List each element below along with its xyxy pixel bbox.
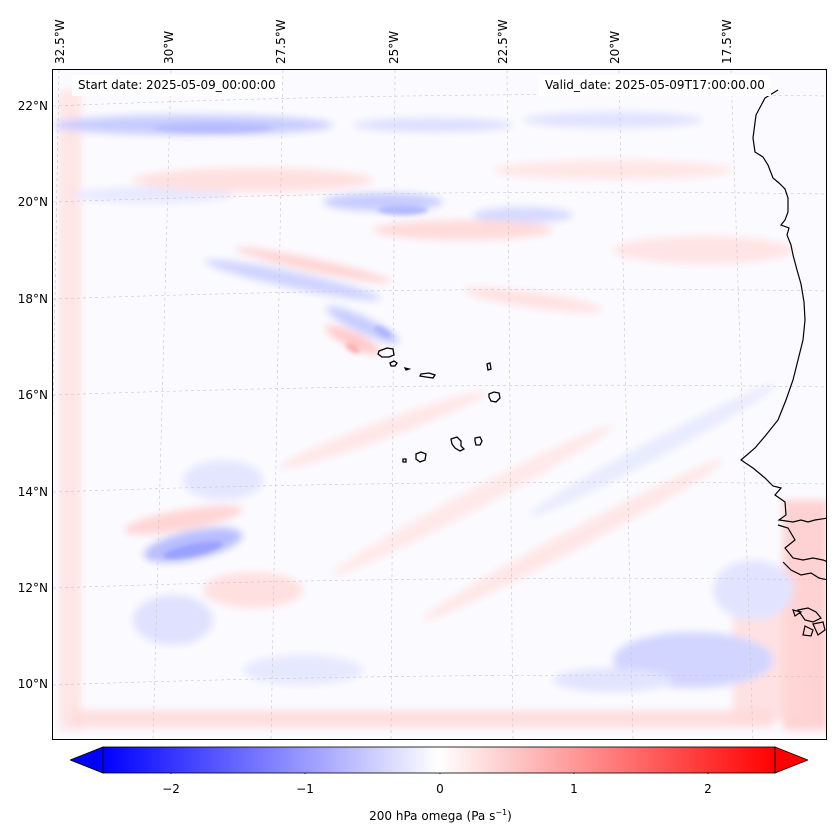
colorbar-tick: 1: [570, 782, 578, 796]
colorbar-tick: −2: [162, 782, 180, 796]
omega-streaks: [153, 123, 428, 559]
colorbar: [70, 746, 808, 774]
lon-label: 30°W: [162, 30, 176, 64]
colorbar-tick: 2: [704, 782, 712, 796]
colorbar-gradient: [102, 746, 776, 774]
lat-label: 22°N: [17, 99, 48, 113]
start-date-label: Start date: 2025-05-09_00:00:00: [72, 75, 282, 96]
lon-label: 20°W: [608, 30, 622, 64]
map-panel[interactable]: [52, 69, 827, 740]
colorbar-tick: 0: [436, 782, 444, 796]
lon-label: 17.5°W: [720, 19, 734, 64]
colorbar-tick: −1: [296, 782, 314, 796]
lat-label: 10°N: [17, 677, 48, 691]
lon-label: 32.5°W: [53, 19, 67, 64]
lat-label: 12°N: [17, 581, 48, 595]
colorbar-min-extend: [70, 746, 104, 774]
valid-date-label: Valid_date: 2025-05-09T17:00:00.00: [539, 75, 771, 96]
cape-verde-islands: [377, 347, 501, 463]
colorbar-max-extend: [774, 746, 808, 774]
lat-label: 18°N: [17, 292, 48, 306]
lon-label: 22.5°W: [496, 19, 510, 64]
lat-label: 20°N: [17, 195, 48, 209]
graticule: [53, 70, 826, 739]
african-coastline: [740, 89, 826, 637]
colorbar-label: 200 hPa omega (Pa s−1): [369, 808, 512, 823]
lat-label: 14°N: [17, 485, 48, 499]
lon-label: 25°W: [387, 30, 401, 64]
lon-label: 27.5°W: [274, 19, 288, 64]
omega-field-map: [53, 70, 826, 739]
lat-label: 16°N: [17, 388, 48, 402]
